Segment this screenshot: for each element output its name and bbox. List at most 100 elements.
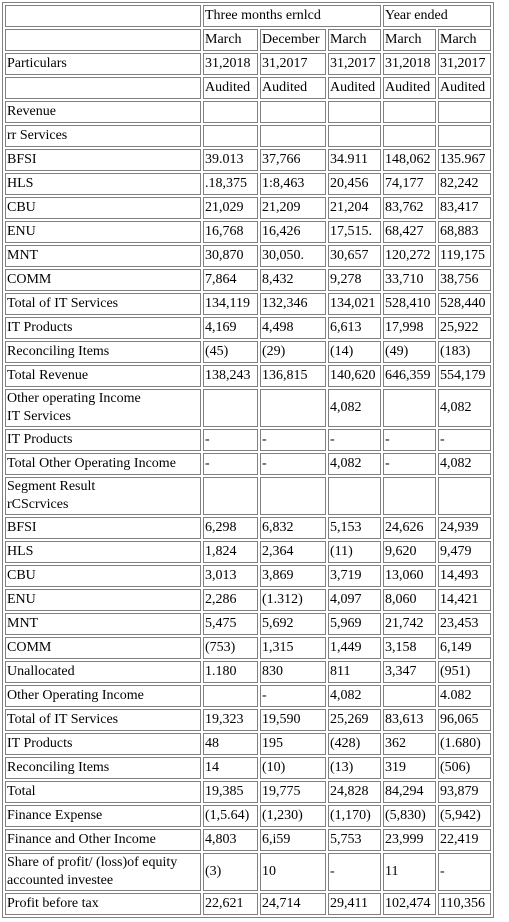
value-cell: .18,375 xyxy=(203,173,258,195)
value-cell: - xyxy=(438,429,491,451)
row-label: Finance Expense xyxy=(5,805,201,827)
value-cell: 132,346 xyxy=(260,293,326,315)
row-label: BFSI xyxy=(5,149,201,171)
value-cell: 9,479 xyxy=(438,541,491,563)
value-cell: 33,710 xyxy=(383,269,436,291)
row-label-line1: Segment Result xyxy=(7,479,96,494)
value-cell: 4,097 xyxy=(328,589,381,611)
value-cell: (14) xyxy=(328,341,381,363)
value-cell: 528,440 xyxy=(438,293,491,315)
table-row: Other Operating Income -4,082 4.082 xyxy=(5,685,491,707)
value-cell: (5,942) xyxy=(438,805,491,827)
value-cell: (1.680) xyxy=(438,733,491,755)
row-label: Total xyxy=(5,781,201,803)
value-cell: 2,364 xyxy=(260,541,326,563)
value-cell: 5,153 xyxy=(328,517,381,539)
table-body: Three months ernlcd Year ended March Dec… xyxy=(5,5,491,915)
value-cell: 19,775 xyxy=(260,781,326,803)
table-row: Finance and Other Income 4,803 6,i59 5,753 2… xyxy=(5,829,491,851)
header-three-months: Three months ernlcd xyxy=(203,5,381,27)
header-date: 31,2017 xyxy=(328,53,381,75)
value-cell: (5,830) xyxy=(383,805,436,827)
value-cell: 6,149 xyxy=(438,637,491,659)
value-cell: 4,082 xyxy=(438,389,491,427)
value-cell: 7,864 xyxy=(203,269,258,291)
value-cell: (45) xyxy=(203,341,258,363)
table-row: Total 19,385 19,775 24,828 84,294 93,879 xyxy=(5,781,491,803)
row-label-line2: accounted investee xyxy=(7,873,114,888)
table-row: COMM (753) 1,315 1,449 3,158 6,149 xyxy=(5,637,491,659)
value-cell: 4,082 xyxy=(438,453,491,475)
row-label: rr Services xyxy=(5,125,201,147)
value-cell: 20,456 xyxy=(328,173,381,195)
value-cell: 148,062 xyxy=(383,149,436,171)
value-cell: 11 xyxy=(383,853,436,891)
value-cell: 39.013 xyxy=(203,149,258,171)
value-cell: (3) xyxy=(203,853,258,891)
table-row: CBU 3,013 3,869 3,719 13,060 14,493 xyxy=(5,565,491,587)
value-cell: - xyxy=(383,429,436,451)
value-cell: 811 xyxy=(328,661,381,683)
value-cell: 6,832 xyxy=(260,517,326,539)
value-cell: 9,620 xyxy=(383,541,436,563)
header-row-months: March December March March March xyxy=(5,29,491,51)
financial-results-table: Three months ernlcd Year ended March Dec… xyxy=(2,2,494,918)
value-cell: 22,419 xyxy=(438,829,491,851)
value-cell: 37,766 xyxy=(260,149,326,171)
value-cell: 1,824 xyxy=(203,541,258,563)
value-cell: (1.312) xyxy=(260,589,326,611)
header-audit-status: Audited xyxy=(203,77,258,99)
header-date: 31,2018 xyxy=(203,53,258,75)
row-label: Total of IT Services xyxy=(5,293,201,315)
row-label: Revenue xyxy=(5,101,201,123)
value-cell: 68,883 xyxy=(438,221,491,243)
value-cell: 3,347 xyxy=(383,661,436,683)
value-cell: (49) xyxy=(383,341,436,363)
value-cell: 120,272 xyxy=(383,245,436,267)
value-cell: 6,i59 xyxy=(260,829,326,851)
value-cell: 102,474 xyxy=(383,893,436,915)
header-blank-cell xyxy=(5,77,201,99)
header-row-dates: Particulars 31,2018 31,2017 31,2017 31,2… xyxy=(5,53,491,75)
value-cell: 4,803 xyxy=(203,829,258,851)
table-row: MNT 5,475 5,692 5,969 21,742 23,453 xyxy=(5,613,491,635)
value-cell xyxy=(260,477,326,515)
table-row: Total of IT Services 19,323 19,590 25,269 83… xyxy=(5,709,491,731)
row-label: Finance and Other Income xyxy=(5,829,201,851)
value-cell: 38,756 xyxy=(438,269,491,291)
value-cell xyxy=(260,101,326,123)
value-cell: 2,286 xyxy=(203,589,258,611)
value-cell xyxy=(203,477,258,515)
value-cell xyxy=(383,125,436,147)
value-cell: 24,714 xyxy=(260,893,326,915)
row-label: Total Revenue xyxy=(5,365,201,387)
header-audit-status: Audited xyxy=(438,77,491,99)
header-blank-cell xyxy=(5,5,201,27)
row-label: IT Products xyxy=(5,733,201,755)
table-row: HLS .18,375 1:8,463 20,456 74,177 82,242 xyxy=(5,173,491,195)
table-row: Total Other Operating Income - -4,082-4,08… xyxy=(5,453,491,475)
value-cell: 82,242 xyxy=(438,173,491,195)
value-cell: (29) xyxy=(260,341,326,363)
header-month: March xyxy=(383,29,436,51)
value-cell: 6,298 xyxy=(203,517,258,539)
value-cell: (428) xyxy=(328,733,381,755)
value-cell: (183) xyxy=(438,341,491,363)
particulars-label: Particulars xyxy=(5,53,201,75)
value-cell: 1,449 xyxy=(328,637,381,659)
value-cell xyxy=(203,101,258,123)
row-label: CBU xyxy=(5,565,201,587)
header-month: December xyxy=(260,29,326,51)
value-cell: 93,879 xyxy=(438,781,491,803)
table-row: ENU 2,286 (1.312) 4,097 8,060 14,421 xyxy=(5,589,491,611)
row-label: CBU xyxy=(5,197,201,219)
value-cell: 84,294 xyxy=(383,781,436,803)
table-row: BFSI 39.013 37,766 34.911 148,062 135.967 xyxy=(5,149,491,171)
value-cell: 21,204 xyxy=(328,197,381,219)
row-label: Profit before tax xyxy=(5,893,201,915)
table-row: MNT 30,870 30,050. 30,657 120,272 119,175 xyxy=(5,245,491,267)
value-cell: (10) xyxy=(260,757,326,779)
value-cell: 134,119 xyxy=(203,293,258,315)
value-cell: 17,515. xyxy=(328,221,381,243)
header-audit-status: Audited xyxy=(328,77,381,99)
